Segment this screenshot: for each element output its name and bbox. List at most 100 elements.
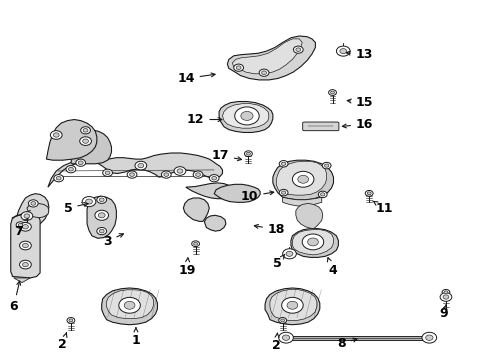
Circle shape xyxy=(21,212,33,220)
Circle shape xyxy=(336,46,349,56)
Polygon shape xyxy=(204,215,225,231)
Text: 14: 14 xyxy=(177,72,215,85)
Circle shape xyxy=(211,176,216,180)
Circle shape xyxy=(209,175,219,182)
Circle shape xyxy=(82,139,88,143)
Circle shape xyxy=(240,111,253,120)
Circle shape xyxy=(330,91,334,94)
Circle shape xyxy=(99,229,104,233)
Circle shape xyxy=(97,196,106,203)
Polygon shape xyxy=(292,230,333,255)
Polygon shape xyxy=(14,278,30,283)
Circle shape xyxy=(85,199,92,204)
Circle shape xyxy=(82,197,96,207)
Circle shape xyxy=(54,175,63,182)
Circle shape xyxy=(244,151,252,157)
Polygon shape xyxy=(71,130,111,164)
Circle shape xyxy=(76,159,85,166)
Circle shape xyxy=(20,222,31,231)
Text: 3: 3 xyxy=(102,234,123,248)
Circle shape xyxy=(246,152,250,155)
Polygon shape xyxy=(269,289,316,320)
Circle shape xyxy=(281,162,285,165)
Text: 9: 9 xyxy=(439,305,447,320)
Circle shape xyxy=(286,301,297,309)
Circle shape xyxy=(278,332,293,343)
Circle shape xyxy=(102,169,112,176)
Circle shape xyxy=(280,319,284,322)
Circle shape xyxy=(318,191,326,198)
Text: 18: 18 xyxy=(254,223,285,236)
Text: 7: 7 xyxy=(14,219,28,238)
Circle shape xyxy=(174,167,185,175)
Circle shape xyxy=(24,214,30,218)
Polygon shape xyxy=(46,120,97,160)
Text: 8: 8 xyxy=(336,337,356,350)
Circle shape xyxy=(293,46,303,53)
Circle shape xyxy=(127,171,137,178)
Circle shape xyxy=(163,173,168,176)
Circle shape xyxy=(69,319,73,322)
Circle shape xyxy=(320,193,324,196)
Circle shape xyxy=(22,262,28,267)
Circle shape xyxy=(366,192,370,195)
Text: 6: 6 xyxy=(9,281,20,313)
FancyBboxPatch shape xyxy=(302,122,338,131)
Circle shape xyxy=(282,335,289,341)
Circle shape xyxy=(292,171,313,187)
Circle shape xyxy=(425,335,432,341)
Polygon shape xyxy=(219,102,272,132)
Circle shape xyxy=(67,318,75,323)
Polygon shape xyxy=(11,213,40,278)
Text: 1: 1 xyxy=(131,328,140,347)
Circle shape xyxy=(365,190,372,196)
Circle shape xyxy=(278,318,286,323)
Polygon shape xyxy=(227,36,315,80)
Circle shape xyxy=(83,129,88,132)
Circle shape xyxy=(20,241,31,250)
Circle shape xyxy=(281,297,303,313)
Circle shape xyxy=(129,173,134,176)
Circle shape xyxy=(22,225,28,229)
Polygon shape xyxy=(264,288,319,325)
Polygon shape xyxy=(276,161,326,195)
Circle shape xyxy=(95,210,108,220)
Circle shape xyxy=(50,131,62,139)
Circle shape xyxy=(328,90,336,95)
Circle shape xyxy=(16,222,25,228)
Text: 19: 19 xyxy=(178,258,195,277)
Circle shape xyxy=(324,164,328,167)
Polygon shape xyxy=(102,288,157,325)
Circle shape xyxy=(443,291,447,294)
Text: 15: 15 xyxy=(346,96,373,109)
Circle shape xyxy=(28,200,38,207)
Circle shape xyxy=(138,163,143,168)
Polygon shape xyxy=(214,184,260,202)
Circle shape xyxy=(441,289,449,295)
Text: 12: 12 xyxy=(186,113,222,126)
Text: 2: 2 xyxy=(58,333,67,351)
Circle shape xyxy=(322,162,330,169)
Circle shape xyxy=(295,48,300,51)
Circle shape xyxy=(99,198,104,202)
Circle shape xyxy=(233,64,243,71)
Circle shape xyxy=(234,107,259,125)
Polygon shape xyxy=(87,196,116,238)
Circle shape xyxy=(124,301,135,309)
Circle shape xyxy=(135,161,146,170)
Circle shape xyxy=(307,238,318,246)
Circle shape xyxy=(339,49,346,54)
Circle shape xyxy=(56,176,61,180)
Circle shape xyxy=(105,171,110,175)
Text: 16: 16 xyxy=(342,118,373,131)
Circle shape xyxy=(31,202,36,205)
Polygon shape xyxy=(290,229,338,257)
Text: 2: 2 xyxy=(271,333,280,352)
Circle shape xyxy=(20,260,31,269)
Text: 17: 17 xyxy=(211,149,241,162)
Circle shape xyxy=(297,175,308,183)
Circle shape xyxy=(22,243,28,248)
Text: 4: 4 xyxy=(327,258,336,277)
Text: 5: 5 xyxy=(273,254,284,270)
Circle shape xyxy=(53,133,59,137)
